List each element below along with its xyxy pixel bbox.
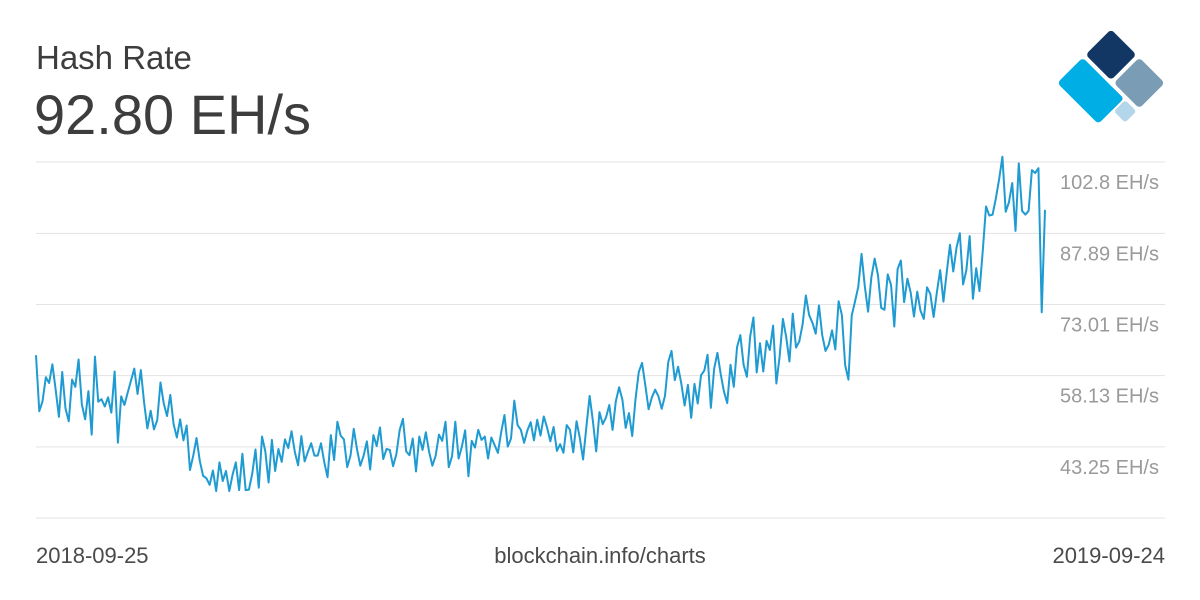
chart-title: Hash Rate [36,39,192,76]
grid-lines [36,161,1165,519]
y-tick-label: 102.8 EH/s [1060,172,1159,194]
logo-tile-right [1115,101,1136,122]
y-tick-label: 58.13 EH/s [1060,386,1159,408]
series-layer [35,155,1046,493]
y-tick-label: 43.25 EH/s [1060,457,1159,479]
hash-rate-series-line [35,155,1046,493]
x-axis-start-date: 2018-09-25 [36,543,149,568]
current-hash-rate-value: 92.80 EH/s [34,83,312,146]
y-axis-ticks: 102.8 EH/s 87.89 EH/s 73.01 EH/s 58.13 EH/s… [1060,172,1159,479]
logo-tile-top-left [1087,30,1135,79]
logo-tile-top-right [1115,59,1164,107]
y-tick-label: 73.01 EH/s [1060,314,1159,336]
x-axis-end-date: 2019-09-24 [1052,543,1165,568]
logo-tile-bottom [1058,59,1123,123]
source-label[interactable]: blockchain.info/charts [494,543,706,568]
y-tick-label: 87.89 EH/s [1060,243,1159,265]
blockchain-logo-icon[interactable] [1056,28,1166,138]
